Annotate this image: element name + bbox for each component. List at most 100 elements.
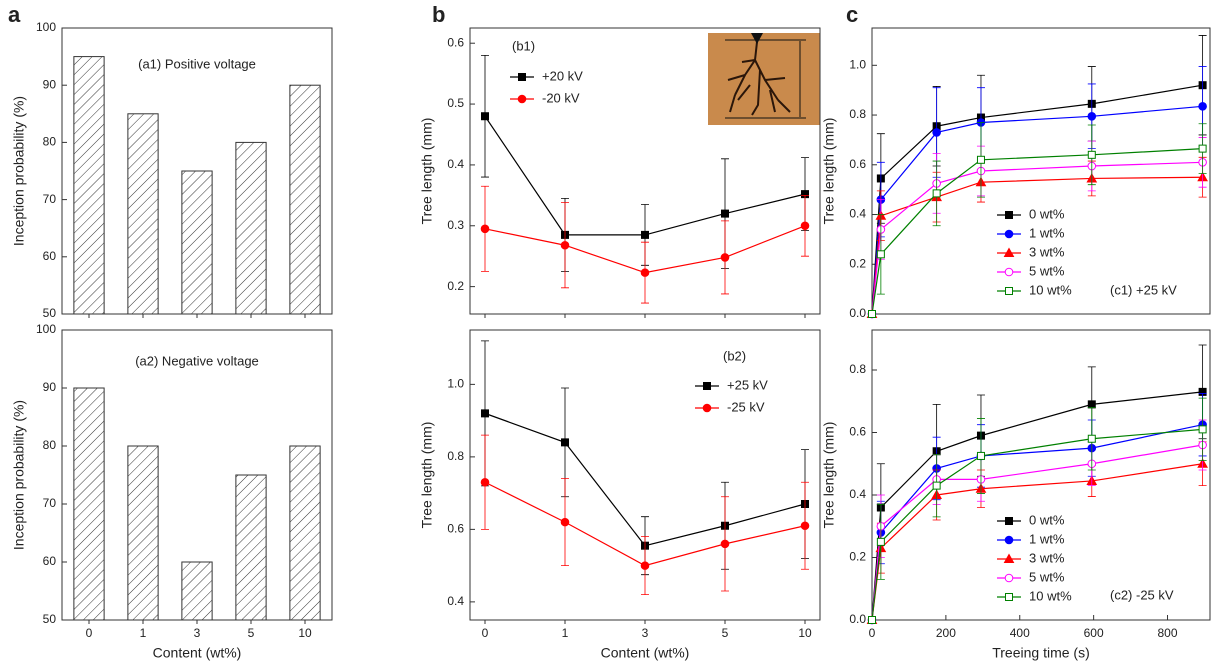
x-tick-label: 3 [642,626,649,640]
marker [1087,111,1097,121]
bar [235,141,267,315]
marker [560,517,570,527]
y-tick-label: 100 [36,322,56,336]
legend-label: 10 wt% [1029,588,1072,603]
marker [1087,150,1096,159]
legend-marker [1005,287,1013,295]
panel: 50 60 70 80 90 100 0 1 3 5 10 Inception probability… [11,322,333,661]
annotation: (a1) Positive voltage [138,56,256,71]
bar [289,445,321,621]
x-tick-label: 1 [140,626,147,640]
panel-label: c [846,2,858,27]
x-tick-label: 1 [562,626,569,640]
marker [1198,102,1207,111]
marker [640,561,650,570]
x-tick-label: 0 [482,626,489,640]
bar [289,84,321,315]
y-tick-label: 0.4 [447,157,464,171]
x-tick-label: 10 [798,626,812,640]
legend-label: 1 wt% [1029,531,1065,546]
y-tick-label: 0.8 [447,449,464,463]
plot-frame [871,329,1211,621]
marker [876,250,885,259]
marker [876,537,885,546]
x-tick-label: 600 [1084,626,1104,640]
marker [800,521,810,531]
legend-marker [1005,211,1013,219]
marker [720,253,730,262]
x-tick-label: 400 [1010,626,1030,640]
marker [932,128,941,137]
legend-marker [1004,535,1014,545]
y-tick-label: 90 [43,77,57,91]
bar [127,113,159,315]
legend-label: +25 kV [727,377,768,392]
bar [73,56,105,315]
y-tick-label: 50 [43,612,57,626]
y-tick-label: 60 [43,554,57,568]
marker [720,539,730,549]
y-tick-label: 1.0 [849,57,866,71]
legend-marker [1004,229,1014,239]
x-tick-label: 10 [298,626,312,640]
marker [1087,434,1096,443]
annotation: (c1) +25 kV [1110,282,1177,297]
marker [800,221,810,231]
bar [235,474,267,621]
y-tick-label: 0.2 [849,550,866,564]
marker [1198,144,1207,153]
plot-frame [871,27,1211,315]
x-axis-label: Content (wt%) [601,645,690,661]
marker [480,224,490,234]
series-line [871,148,1203,315]
y-axis-label: Tree length (mm) [419,118,435,225]
marker [868,616,876,624]
panel-label: a [8,2,21,27]
inset-photo [708,33,820,125]
y-tick-label: 0.6 [447,522,464,536]
marker [480,477,490,487]
marker [721,209,729,218]
annotation: (c2) -25 kV [1110,587,1174,602]
panel-label: b [432,2,445,27]
x-tick-label: 200 [936,626,956,640]
inset-tree [727,41,791,116]
marker [976,155,985,164]
y-tick-label: 50 [43,306,57,320]
legend-label: -25 kV [727,399,765,414]
bar [181,170,213,315]
x-axis-label: Content (wt%) [153,645,242,661]
legend-marker [1003,553,1015,563]
series-line [871,428,1203,621]
inset-needle [751,33,763,44]
y-tick-label: 0.6 [849,157,866,171]
y-tick-label: 0.2 [447,279,464,293]
x-tick-label: 800 [1158,626,1178,640]
y-tick-label: 0.3 [447,218,464,232]
marker [1087,400,1096,409]
legend-marker [517,94,527,104]
legend-marker [1003,247,1015,257]
y-tick-label: 0.4 [447,594,464,608]
marker [932,481,941,490]
panel: 50 60 70 80 90 100 Inception probability (%) a (… [8,2,333,320]
y-tick-label: 0.4 [849,487,866,501]
y-tick-label: 0.4 [849,207,866,221]
y-tick-label: 0.2 [849,256,866,270]
panel: 0.4 0.6 0.8 1.0 0 1 3 5 10 Tree length (mm) Conten… [419,329,821,661]
marker [976,451,985,460]
y-axis-label: Tree length (mm) [419,422,435,529]
y-tick-label: 70 [43,192,57,206]
y-axis-label: Tree length (mm) [821,422,837,529]
y-tick-label: 0.8 [849,107,866,121]
y-axis-label: Inception probability (%) [11,400,27,550]
legend-label: 3 wt% [1029,550,1065,565]
y-tick-label: 0.8 [849,362,866,376]
legend-marker [1004,573,1014,583]
y-tick-label: 1.0 [447,377,464,391]
y-tick-label: 0.6 [849,425,866,439]
x-tick-label: 0 [869,626,876,640]
y-tick-label: 0.0 [849,306,866,320]
legend-label: -20 kV [542,90,580,105]
